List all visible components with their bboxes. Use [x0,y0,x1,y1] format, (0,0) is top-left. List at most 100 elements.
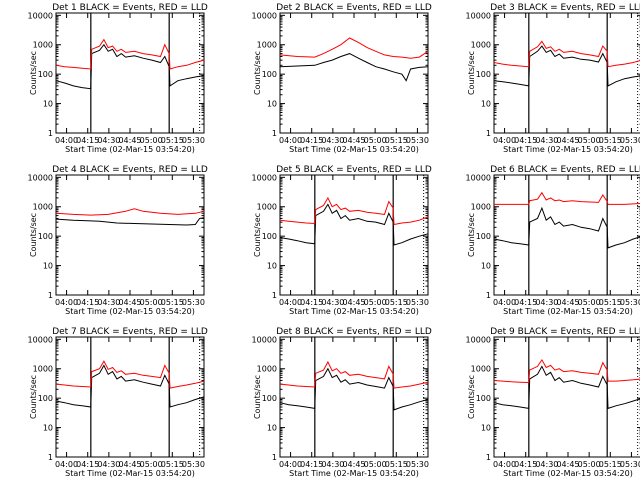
y-tick-label: 10000 [466,335,491,344]
plot-frame [279,12,429,134]
x-tick-label: 04:30 [97,298,120,307]
x-tick-label: 05:15 [161,298,184,307]
events-series-line [279,53,429,82]
lld-series-line [279,196,429,226]
x-tick-label: 04:45 [342,460,365,469]
x-tick-label: 05:30 [182,136,205,145]
y-tick-label: 1 [272,129,277,138]
x-tick-label: 05:00 [140,298,163,307]
panel-title: Det 5 BLACK = Events, RED = LLD [276,165,432,175]
x-tick-label: 05:15 [161,136,184,145]
x-tick-label: 05:15 [385,136,408,145]
y-tick-label: 10000 [252,173,277,182]
x-tick-label: 05:30 [620,298,640,307]
panel-title: Det 8 BLACK = Events, RED = LLD [276,327,432,337]
y-tick-label: 1 [486,291,491,300]
plot-frame [493,174,640,296]
x-tick-label: 05:00 [364,298,387,307]
y-tick-label: 10000 [28,173,53,182]
y-axis-label: Counts/sec [29,213,38,257]
x-tick-label: 04:15 [514,460,537,469]
y-tick-label: 10 [267,424,277,433]
y-tick-label: 1000 [33,203,53,212]
y-tick-label: 100 [476,70,491,79]
events-series-line [493,45,640,87]
events-series-line [55,43,205,90]
x-tick-label: 05:00 [140,460,163,469]
x-tick-label: 05:15 [599,136,622,145]
x-tick-label: 05:00 [140,136,163,145]
x-tick-label: 04:45 [556,460,579,469]
y-tick-label: 1000 [33,41,53,50]
panel-title: Det 4 BLACK = Events, RED = LLD [52,165,208,175]
y-axis-label: Counts/sec [253,213,262,257]
y-tick-label: 10000 [28,11,53,20]
x-tick-label: 05:00 [364,460,387,469]
x-tick-label: 04:30 [321,136,344,145]
x-axis-label: Start Time (02-Mar-15 03:54:20) [503,469,633,478]
panel-title: Det 7 BLACK = Events, RED = LLD [52,327,208,337]
x-tick-label: 04:15 [514,298,537,307]
panel-det-6: Det 6 BLACK = Events, RED = LLD 1 10 100 100… [466,165,640,316]
plot-frame [493,12,640,134]
x-tick-label: 05:15 [161,460,184,469]
x-tick-label: 04:15 [76,298,99,307]
y-tick-label: 10000 [28,335,53,344]
x-tick-label: 04:00 [279,136,302,145]
events-series-line [279,367,429,411]
x-tick-label: 05:30 [406,298,429,307]
plot-frame [279,336,429,458]
plot-frame [493,336,640,458]
lld-series-line [55,38,205,70]
x-tick-label: 05:00 [578,460,601,469]
x-tick-label: 04:00 [493,460,516,469]
lld-series-line [493,358,640,384]
x-tick-label: 05:15 [385,298,408,307]
events-series-line [279,203,429,246]
x-tick-label: 04:45 [342,298,365,307]
events-series-line [55,217,205,226]
plot-frame [55,174,205,296]
panel-title: Det 2 BLACK = Events, RED = LLD [276,3,432,13]
y-tick-label: 10000 [466,173,491,182]
y-axis-label: Counts/sec [467,51,476,95]
y-tick-label: 1000 [471,203,491,212]
lld-series-line [279,360,429,389]
x-tick-label: 04:00 [493,136,516,145]
panel-det-3: Det 3 BLACK = Events, RED = LLD 1 10 100 100… [466,3,640,154]
y-tick-label: 10 [481,424,491,433]
y-tick-label: 1 [486,453,491,462]
y-tick-label: 1 [48,291,53,300]
x-tick-label: 04:00 [279,298,302,307]
x-tick-label: 05:30 [406,136,429,145]
y-tick-label: 100 [38,394,53,403]
x-axis-label: Start Time (02-Mar-15 03:54:20) [65,469,195,478]
y-tick-label: 10000 [466,11,491,20]
y-axis-label: Counts/sec [467,375,476,419]
y-tick-label: 10 [43,100,53,109]
x-tick-label: 04:45 [556,136,579,145]
x-tick-label: 04:00 [493,298,516,307]
y-tick-label: 1 [48,453,53,462]
x-tick-label: 04:15 [300,136,323,145]
panel-det-4: Det 4 BLACK = Events, RED = LLD 1 10 100 100… [28,165,208,316]
x-tick-label: 05:00 [578,298,601,307]
x-axis-label: Start Time (02-Mar-15 03:54:20) [289,145,419,154]
lld-series-line [279,37,429,59]
x-tick-label: 04:00 [55,136,78,145]
y-tick-label: 100 [38,232,53,241]
x-axis-label: Start Time (02-Mar-15 03:54:20) [289,469,419,478]
panel-det-2: Det 2 BLACK = Events, RED = LLD 1 10 100 100… [252,3,432,154]
x-tick-label: 04:45 [118,298,141,307]
y-tick-label: 100 [262,70,277,79]
y-tick-label: 10 [43,262,53,271]
y-tick-label: 1000 [257,365,277,374]
y-tick-label: 100 [262,394,277,403]
x-tick-label: 04:30 [535,298,558,307]
x-axis-label: Start Time (02-Mar-15 03:54:20) [65,307,195,316]
panel-title: Det 9 BLACK = Events, RED = LLD [490,327,640,337]
x-axis-label: Start Time (02-Mar-15 03:54:20) [503,307,633,316]
x-tick-label: 04:45 [118,136,141,145]
x-tick-label: 05:30 [620,460,640,469]
